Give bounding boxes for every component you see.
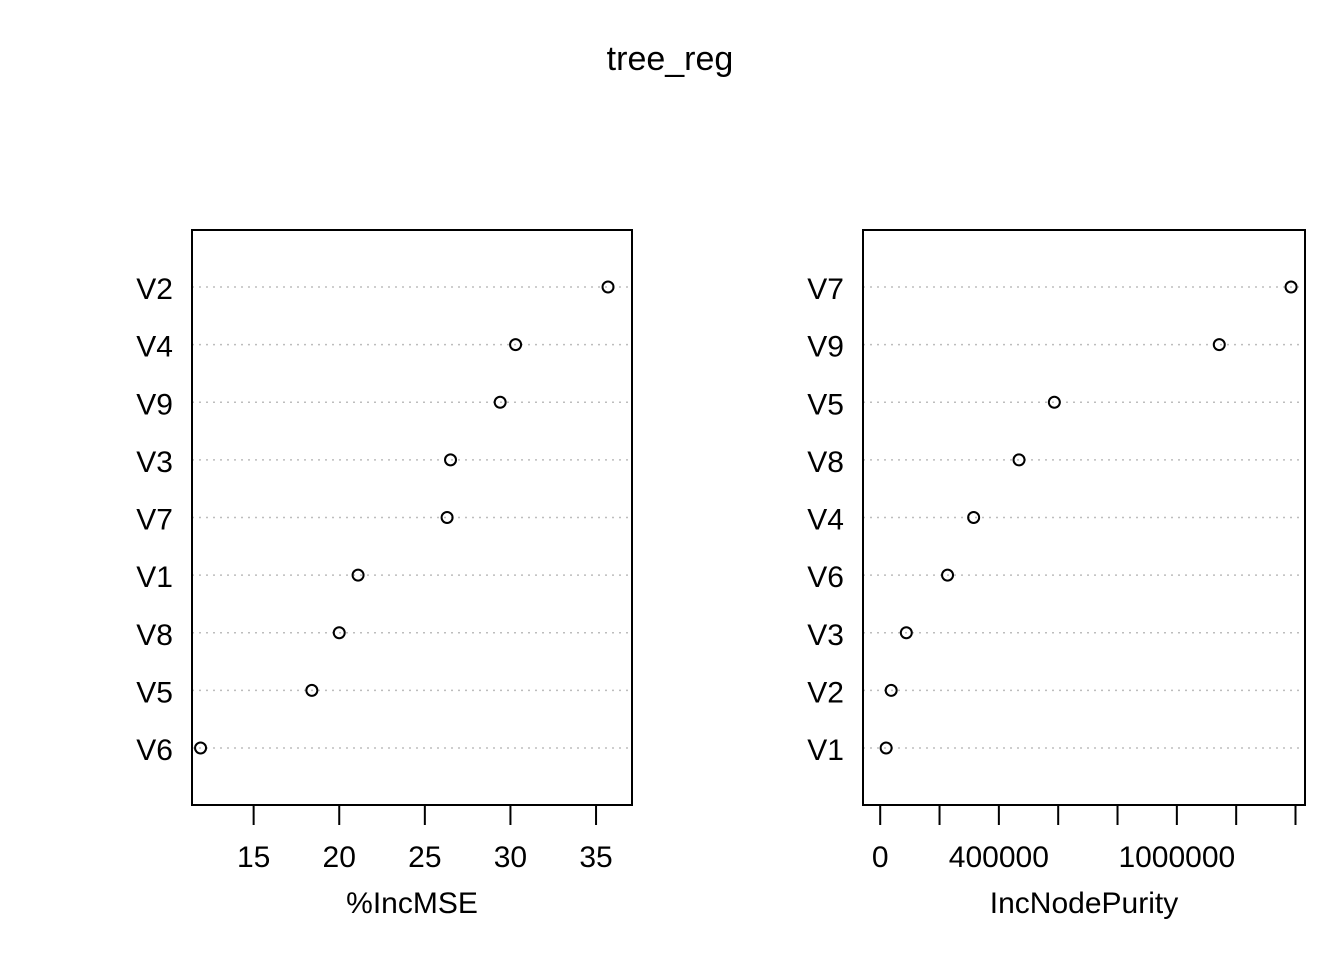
- category-label: V1: [136, 561, 173, 594]
- x-axis-label: %IncMSE: [346, 887, 478, 920]
- category-label: V9: [807, 331, 844, 364]
- x-tick-label: 15: [237, 841, 270, 874]
- data-point: [899, 626, 913, 640]
- category-label: V5: [807, 388, 844, 421]
- data-point: [194, 741, 208, 755]
- data-point: [509, 338, 523, 352]
- x-tick-label: 20: [323, 841, 356, 874]
- data-point: [1212, 338, 1226, 352]
- data-point: [879, 741, 893, 755]
- plot-frame: [862, 229, 1306, 806]
- plot-frame: [191, 229, 633, 806]
- chart-title: tree_reg: [607, 40, 734, 78]
- x-tick-label: 30: [494, 841, 527, 874]
- category-label: V8: [807, 446, 844, 479]
- category-label: V4: [807, 504, 844, 537]
- category-label: V1: [807, 734, 844, 767]
- data-point: [332, 626, 346, 640]
- category-label: V7: [807, 273, 844, 306]
- data-point: [1047, 395, 1061, 409]
- x-axis-label: IncNodePurity: [990, 887, 1178, 920]
- data-point: [1284, 280, 1298, 294]
- category-label: V9: [136, 388, 173, 421]
- data-point: [967, 511, 981, 524]
- data-point: [941, 568, 955, 582]
- data-point: [1012, 453, 1026, 467]
- category-label: V3: [807, 619, 844, 652]
- x-tick-label: 0: [872, 841, 889, 874]
- chart-panel-1: V2 V4 V9 V3 V7 V1 V8 V5 V6 15 20 25 30 35 %IncMSE: [136, 229, 633, 920]
- data-point: [351, 568, 365, 582]
- data-point: [493, 395, 507, 409]
- category-label: V2: [807, 676, 844, 709]
- x-tick-label: 35: [579, 841, 612, 874]
- data-point: [601, 280, 615, 294]
- category-label: V2: [136, 273, 173, 306]
- category-label: V6: [136, 734, 173, 767]
- x-tick-label: 400000: [949, 841, 1049, 874]
- category-label: V8: [136, 619, 173, 652]
- category-label: V4: [136, 331, 173, 364]
- category-label: V7: [136, 504, 173, 537]
- chart-panel-2: V7 V9 V5 V8 V4 V6 V3 V2 V1 0 400000 1000000 IncNodeP…: [807, 229, 1306, 920]
- x-tick-label: 1000000: [1118, 841, 1235, 874]
- category-label: V5: [136, 676, 173, 709]
- category-label: V6: [807, 561, 844, 594]
- data-point: [444, 453, 458, 467]
- data-point: [440, 511, 454, 524]
- x-tick-label: 25: [408, 841, 441, 874]
- data-point: [884, 683, 898, 697]
- data-point: [305, 683, 319, 697]
- category-label: V3: [136, 446, 173, 479]
